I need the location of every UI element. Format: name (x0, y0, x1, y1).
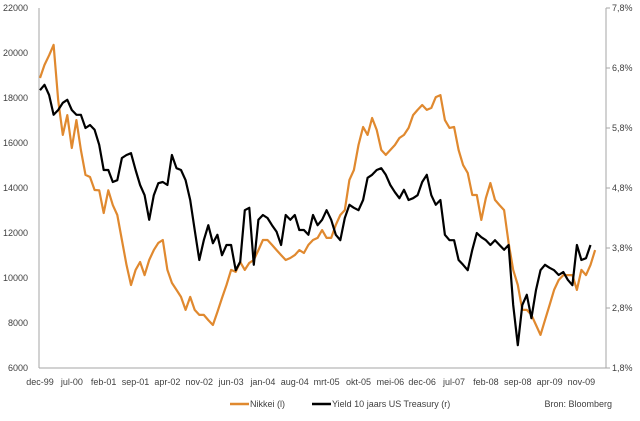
legend-label-nikkei: Nikkei (l) (250, 399, 285, 409)
x-tick-label: aug-04 (281, 377, 309, 387)
y-right-tick-label: 4,8% (612, 183, 633, 193)
x-tick-label: jul-07 (442, 377, 465, 387)
y-left-tick-label: 18000 (3, 93, 28, 103)
series-line-yield (39, 83, 592, 347)
series-lines (38, 43, 597, 347)
x-tick-label: mei-06 (377, 377, 405, 387)
x-tick-label: dec-06 (408, 377, 436, 387)
x-tick-label: nov-09 (568, 377, 596, 387)
x-tick-label: sep-08 (504, 377, 532, 387)
legend: Nikkei (l) Yield 10 jaars US Treasury (r… (230, 399, 450, 409)
y-left-tick-label: 8000 (8, 318, 28, 328)
x-tick-label: sep-01 (122, 377, 150, 387)
y-left-tick-label: 14000 (3, 183, 28, 193)
y-right-tick-label: 2,8% (612, 303, 633, 313)
axes: 6000 8000 10000 12000 14000 16000 18000 20000 22… (3, 3, 633, 387)
y-left-tick-label: 10000 (3, 273, 28, 283)
y-right-tick-label: 5,8% (612, 123, 633, 133)
source-note: Bron: Bloomberg (544, 399, 612, 409)
y-right-tick-label: 6,8% (612, 63, 633, 73)
x-tick-label: jan-04 (249, 377, 275, 387)
x-tick-label: okt-05 (346, 377, 371, 387)
x-tick-label: feb-08 (473, 377, 499, 387)
y-left-tick-label: 6000 (8, 363, 28, 373)
legend-label-yield: Yield 10 jaars US Treasury (r) (332, 399, 450, 409)
y-left-tick-label: 16000 (3, 138, 28, 148)
x-tick-label: apr-09 (537, 377, 563, 387)
y-right-tick-label: 7,8% (612, 3, 633, 13)
y-left-tick-label: 22000 (3, 3, 28, 13)
x-tick-label: dec-99 (26, 377, 54, 387)
y-right-tick-label: 1,8% (612, 363, 633, 373)
x-tick-label: jul-00 (60, 377, 83, 387)
x-tick-label: mrt-05 (314, 377, 340, 387)
x-tick-label: feb-01 (91, 377, 117, 387)
y-left-tick-label: 12000 (3, 228, 28, 238)
x-tick-label: nov-02 (185, 377, 213, 387)
x-tick-label: jun-03 (218, 377, 244, 387)
y-left-tick-label: 20000 (3, 48, 28, 58)
x-tick-label: apr-02 (154, 377, 180, 387)
y-right-tick-label: 3,8% (612, 243, 633, 253)
series-line-nikkei (38, 43, 597, 336)
